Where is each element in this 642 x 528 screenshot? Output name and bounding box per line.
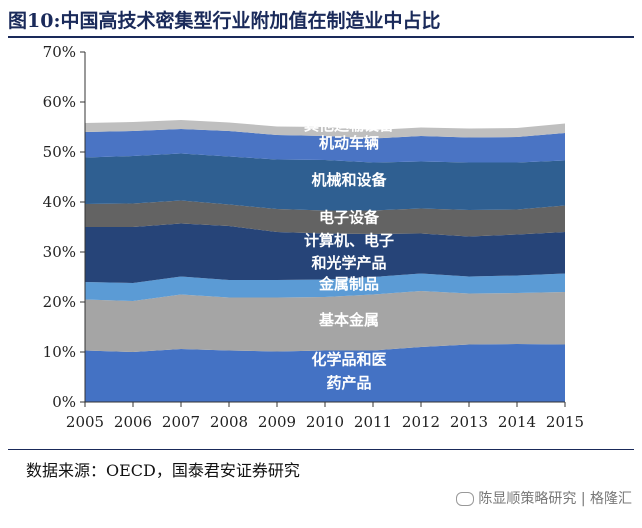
source-rule <box>8 449 634 450</box>
layer-label: 计算机、电子 <box>304 232 394 250</box>
x-tick-label: 2008 <box>210 413 248 431</box>
layer-label: 金属制品 <box>318 275 379 293</box>
x-tick-label: 2013 <box>450 413 488 431</box>
area-series-2 <box>85 273 565 301</box>
layer-label: 化学品和医 <box>311 351 386 369</box>
axes: 0% 10% 20% 30% 40% 50% 60% 70% 2005 2006 2007 2008 2… <box>43 43 584 431</box>
x-tick-label: 2006 <box>114 413 152 431</box>
area-layers <box>85 120 565 402</box>
y-tick-label: 70% <box>43 43 76 61</box>
area-series-6 <box>85 129 565 163</box>
y-tick-label: 30% <box>43 243 76 261</box>
chart-title: 图10:中国高技术密集型行业附加值在制造业中占比 <box>8 10 441 32</box>
watermark: 陈显顺策略研究 | 格隆汇 <box>456 488 632 508</box>
area-series-7 <box>85 120 565 139</box>
y-tick-label: 40% <box>43 193 76 211</box>
area-series-0 <box>85 344 565 402</box>
layer-label: 机动车辆 <box>319 134 379 152</box>
layer-label: 其他运输设备 <box>304 116 395 134</box>
area-series-5 <box>85 153 565 211</box>
layer-label: 基本金属 <box>318 311 379 329</box>
x-tick-label: 2005 <box>66 413 104 431</box>
x-tick-label: 2014 <box>498 413 536 431</box>
y-tick-label: 10% <box>43 343 76 361</box>
layer-label: 机械和设备 <box>311 171 387 189</box>
layer-label: 电子设备 <box>319 209 380 227</box>
x-tick-label: 2009 <box>258 413 296 431</box>
y-tick-label: 50% <box>43 143 76 161</box>
title-rule <box>8 36 634 38</box>
x-tick-label: 2010 <box>306 413 344 431</box>
area-series-4 <box>85 200 565 237</box>
x-tick-label: 2011 <box>354 413 392 431</box>
y-tick-label: 20% <box>43 293 76 311</box>
area-series-3 <box>85 223 565 283</box>
y-tick-label: 60% <box>43 93 76 111</box>
area-series-1 <box>85 291 565 352</box>
y-tick-label: 0% <box>52 393 76 411</box>
x-tick-label: 2012 <box>402 413 440 431</box>
layer-label: 药产品 <box>326 374 371 392</box>
x-tick-label: 2015 <box>546 413 584 431</box>
layer-label: 和光学产品 <box>311 254 386 272</box>
x-tick-label: 2007 <box>162 413 200 431</box>
source-note: 数据来源：OECD，国泰君安证券研究 <box>26 461 300 480</box>
wechat-icon <box>456 492 475 506</box>
watermark-text: 陈显顺策略研究 | 格隆汇 <box>478 491 632 507</box>
